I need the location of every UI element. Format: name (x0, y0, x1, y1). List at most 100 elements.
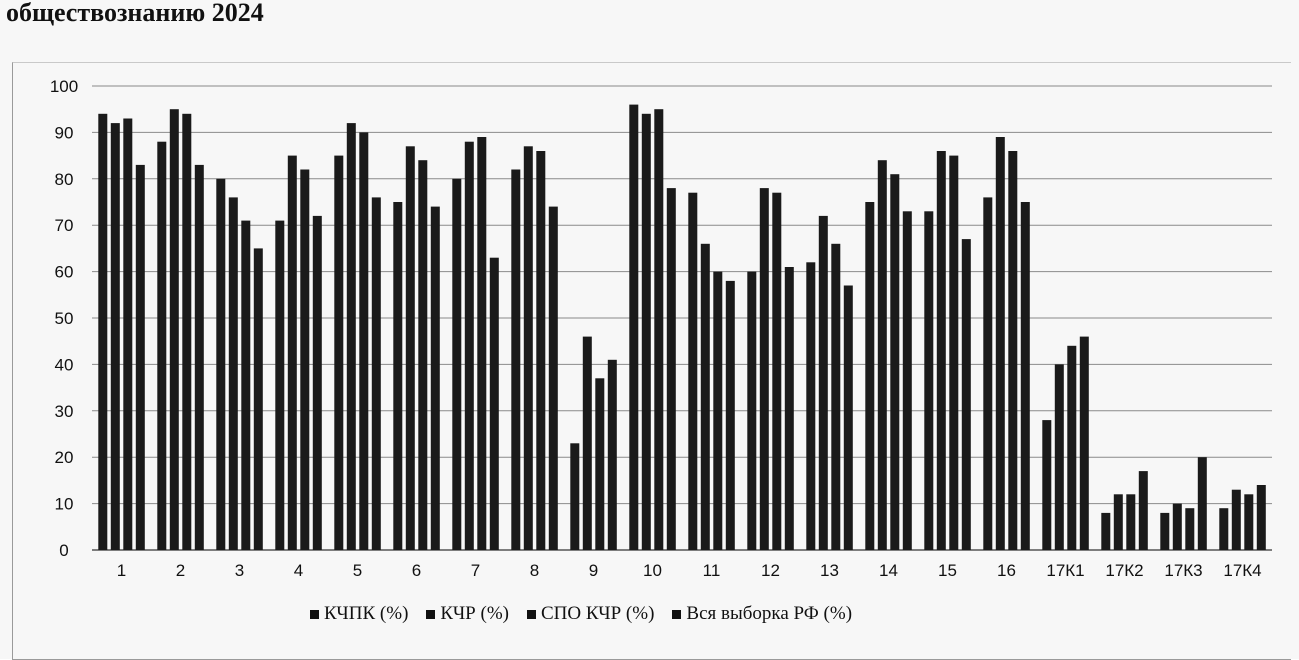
bar (346, 123, 356, 550)
x-tick-label: 17К4 (1223, 561, 1261, 580)
x-tick-label: 15 (938, 561, 957, 580)
bar (182, 113, 192, 551)
x-tick-label: 13 (820, 561, 839, 580)
bar (629, 104, 639, 550)
legend-label: СПО КЧР (%) (540, 603, 655, 624)
x-tick-label: 2 (176, 561, 185, 580)
x-tick-label: 17К1 (1046, 561, 1084, 580)
bar (393, 202, 403, 550)
legend: КЧПК (%) КЧР (%) СПО КЧР (%) Вся выборка… (310, 603, 852, 625)
bar (666, 188, 676, 550)
bar (1067, 345, 1077, 550)
y-tick-label: 60 (55, 263, 74, 282)
x-tick-label: 7 (471, 561, 480, 580)
bar (725, 280, 735, 550)
bar (654, 109, 664, 550)
bar (983, 197, 993, 550)
bars (98, 104, 1266, 551)
bar (1008, 151, 1018, 550)
bar (464, 141, 474, 550)
y-tick-label: 30 (55, 402, 74, 421)
y-tick-label: 40 (55, 355, 74, 374)
bar (772, 192, 782, 550)
bar (228, 197, 238, 550)
x-tick-label: 5 (353, 561, 362, 580)
bar (936, 151, 946, 550)
bar (418, 160, 428, 550)
bar (1219, 508, 1229, 550)
bar (1256, 485, 1266, 550)
x-tick-label: 10 (643, 561, 662, 580)
legend-swatch (310, 609, 319, 619)
bar (489, 257, 499, 550)
bar (359, 132, 369, 550)
bar (287, 155, 297, 550)
bar (1079, 336, 1089, 550)
x-tick-label: 9 (589, 561, 598, 580)
legend-label: Вся выборка РФ (%) (686, 603, 853, 624)
bar (806, 262, 816, 550)
bar (843, 285, 853, 550)
bar (275, 220, 285, 550)
x-tick-label: 11 (703, 561, 721, 580)
bar (1126, 494, 1136, 550)
bar (1054, 364, 1064, 550)
legend-label: КЧПК (%) (324, 603, 409, 624)
bar (607, 359, 617, 550)
bar (548, 206, 558, 550)
bar (371, 197, 381, 550)
y-tick-label: 70 (55, 216, 74, 235)
y-tick-label: 10 (55, 495, 74, 514)
bar (253, 248, 263, 550)
bar (169, 109, 179, 550)
bar (688, 192, 698, 550)
bar (405, 146, 415, 551)
legend-item-kchr: КЧР (%) (426, 603, 509, 625)
x-tick-label: 17К2 (1105, 561, 1143, 580)
legend-item-rf-sample: Вся выборка РФ (%) (672, 603, 852, 625)
grid-lines (92, 85, 1272, 551)
bar (877, 160, 887, 550)
bar (477, 137, 487, 550)
bar (818, 215, 828, 550)
legend-item-kchpk: КЧПК (%) (310, 603, 408, 625)
y-tick-label: 100 (50, 77, 78, 96)
bar (1231, 489, 1241, 550)
bar (595, 378, 605, 550)
legend-label: КЧР (%) (440, 603, 509, 624)
bar (582, 336, 592, 550)
bar (713, 271, 723, 550)
bar (570, 443, 580, 550)
legend-swatch (526, 609, 536, 619)
bar (216, 178, 226, 551)
bar (1172, 503, 1182, 550)
bar (1113, 494, 1123, 550)
bar (430, 206, 440, 550)
bar (747, 271, 757, 550)
bar (995, 137, 1005, 550)
bar (831, 243, 841, 551)
bar (452, 178, 462, 551)
bar (1020, 202, 1030, 550)
bar (300, 169, 310, 550)
bar (135, 164, 145, 550)
y-tick-label: 80 (55, 170, 74, 189)
bar (784, 267, 794, 550)
x-tick-label: 1 (117, 561, 126, 580)
bar (890, 174, 900, 550)
bar (157, 141, 167, 550)
bar (1160, 512, 1170, 550)
bar (1244, 494, 1254, 550)
bar (511, 169, 521, 550)
bar (902, 211, 912, 551)
x-tick-label: 4 (294, 561, 303, 580)
bar (123, 118, 133, 550)
bar (865, 202, 875, 550)
bar (523, 146, 533, 551)
bar (700, 243, 710, 551)
x-tick-label: 8 (530, 561, 539, 580)
bar (241, 220, 251, 550)
legend-swatch (426, 609, 436, 619)
legend-item-spo-kchr: СПО КЧР (%) (526, 603, 655, 625)
